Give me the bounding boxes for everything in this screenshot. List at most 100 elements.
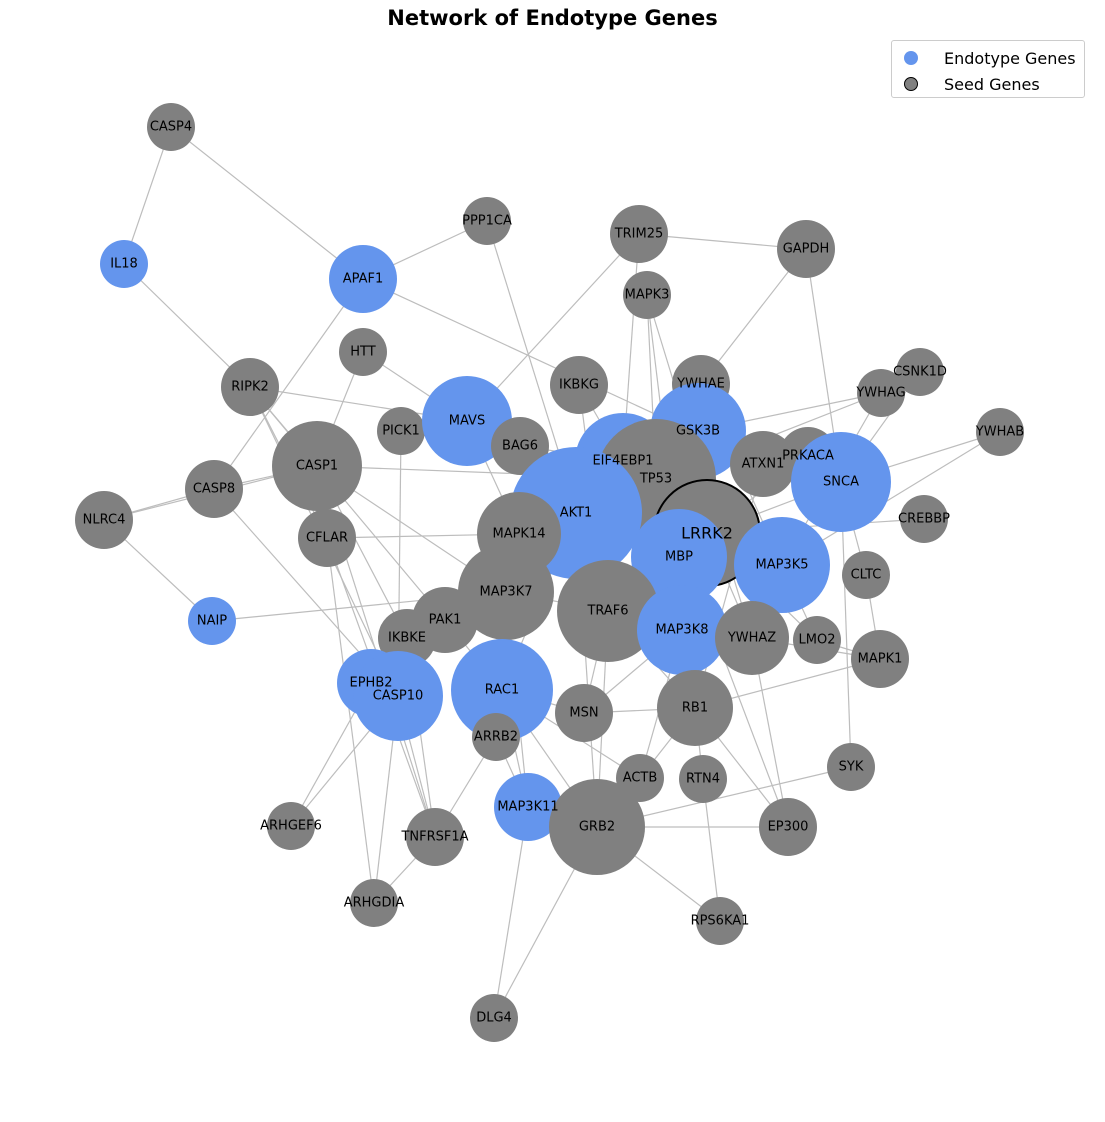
node-circle-rtn4[interactable] xyxy=(679,755,727,803)
node-circle-casp10[interactable] xyxy=(353,651,443,741)
node-circle-ywhab[interactable] xyxy=(976,408,1024,456)
node-circle-pick1[interactable] xyxy=(377,407,425,455)
node-circle-lmo2[interactable] xyxy=(793,616,841,664)
node-casp1[interactable] xyxy=(272,421,362,511)
node-circle-map3k8[interactable] xyxy=(637,585,727,675)
node-circle-crebbp[interactable] xyxy=(900,495,948,543)
node-dlg4[interactable] xyxy=(470,994,518,1042)
node-map3k5[interactable] xyxy=(734,517,830,613)
node-circle-cltc[interactable] xyxy=(842,551,890,599)
node-circle-snca[interactable] xyxy=(791,432,891,532)
node-circle-rps6ka1[interactable] xyxy=(696,897,744,945)
node-circle-syk[interactable] xyxy=(827,743,875,791)
node-circle-csnk1d[interactable] xyxy=(896,348,944,396)
node-rac1[interactable] xyxy=(451,639,553,741)
node-ppp1ca[interactable] xyxy=(463,197,511,245)
node-tnfrsf1a[interactable] xyxy=(406,808,464,866)
node-casp10[interactable] xyxy=(353,651,443,741)
node-circle-msn[interactable] xyxy=(555,684,613,742)
node-mavs[interactable] xyxy=(422,376,512,466)
node-circle-il18[interactable] xyxy=(100,240,148,288)
node-circle-arhgdia[interactable] xyxy=(350,879,398,927)
node-rb1[interactable] xyxy=(657,670,733,746)
node-circle-casp1[interactable] xyxy=(272,421,362,511)
node-htt[interactable] xyxy=(339,328,387,376)
node-circle-atxn1[interactable] xyxy=(730,431,796,497)
node-circle-ywhaz[interactable] xyxy=(715,601,789,675)
node-circle-apaf1[interactable] xyxy=(329,245,397,313)
node-cltc[interactable] xyxy=(842,551,890,599)
node-circle-map3k11[interactable] xyxy=(494,773,562,841)
node-naip[interactable] xyxy=(188,597,236,645)
node-apaf1[interactable] xyxy=(329,245,397,313)
node-map3k8[interactable] xyxy=(637,585,727,675)
node-circle-ep300[interactable] xyxy=(759,798,817,856)
node-circle-ywhag[interactable] xyxy=(857,369,905,417)
node-nlrc4[interactable] xyxy=(75,491,133,549)
node-mapk3[interactable] xyxy=(623,271,671,319)
node-circle-rb1[interactable] xyxy=(657,670,733,746)
node-traf6[interactable] xyxy=(557,560,659,662)
node-arhgdia[interactable] xyxy=(350,879,398,927)
node-casp8[interactable] xyxy=(185,460,243,518)
node-circle-map3k7[interactable] xyxy=(458,544,554,640)
node-mbp[interactable] xyxy=(631,509,727,605)
node-bag6[interactable] xyxy=(491,417,549,475)
node-lmo2[interactable] xyxy=(793,616,841,664)
node-circle-arrb2[interactable] xyxy=(472,713,520,761)
node-label-mavs: MAVS xyxy=(449,414,485,429)
node-ep300[interactable] xyxy=(759,798,817,856)
node-ywhag[interactable] xyxy=(857,369,905,417)
node-cflar[interactable] xyxy=(298,509,356,567)
node-trim25[interactable] xyxy=(610,205,668,263)
node-circle-naip[interactable] xyxy=(188,597,236,645)
node-ikbkg[interactable] xyxy=(550,356,608,414)
node-arrb2[interactable] xyxy=(472,713,520,761)
node-map3k7[interactable] xyxy=(458,544,554,640)
node-arhgef6[interactable] xyxy=(267,802,315,850)
node-rps6ka1[interactable] xyxy=(696,897,744,945)
node-label-lmo2: LMO2 xyxy=(799,633,836,648)
node-pick1[interactable] xyxy=(377,407,425,455)
node-circle-map3k5[interactable] xyxy=(734,517,830,613)
node-gapdh[interactable] xyxy=(777,220,835,278)
node-snca[interactable] xyxy=(791,432,891,532)
node-circle-casp4[interactable] xyxy=(147,103,195,151)
node-circle-mbp[interactable] xyxy=(631,509,727,605)
node-mapk1[interactable] xyxy=(851,630,909,688)
node-syk[interactable] xyxy=(827,743,875,791)
node-csnk1d[interactable] xyxy=(896,348,944,396)
node-circle-ppp1ca[interactable] xyxy=(463,197,511,245)
node-circle-tnfrsf1a[interactable] xyxy=(406,808,464,866)
node-circle-nlrc4[interactable] xyxy=(75,491,133,549)
node-msn[interactable] xyxy=(555,684,613,742)
node-circle-actb[interactable] xyxy=(616,754,664,802)
node-circle-htt[interactable] xyxy=(339,328,387,376)
node-ywhab[interactable] xyxy=(976,408,1024,456)
node-circle-rac1[interactable] xyxy=(451,639,553,741)
node-ywhaz[interactable] xyxy=(715,601,789,675)
node-circle-mapk1[interactable] xyxy=(851,630,909,688)
node-casp4[interactable] xyxy=(147,103,195,151)
node-circle-casp8[interactable] xyxy=(185,460,243,518)
node-grb2[interactable] xyxy=(549,779,645,875)
node-circle-gapdh[interactable] xyxy=(777,220,835,278)
node-circle-ripk2[interactable] xyxy=(221,358,279,416)
node-circle-ikbkg[interactable] xyxy=(550,356,608,414)
node-actb[interactable] xyxy=(616,754,664,802)
node-circle-mavs[interactable] xyxy=(422,376,512,466)
node-circle-grb2[interactable] xyxy=(549,779,645,875)
node-circle-trim25[interactable] xyxy=(610,205,668,263)
node-ripk2[interactable] xyxy=(221,358,279,416)
node-rtn4[interactable] xyxy=(679,755,727,803)
node-circle-traf6[interactable] xyxy=(557,560,659,662)
node-atxn1[interactable] xyxy=(730,431,796,497)
node-circle-bag6[interactable] xyxy=(491,417,549,475)
node-crebbp[interactable] xyxy=(900,495,948,543)
node-circle-cflar[interactable] xyxy=(298,509,356,567)
node-il18[interactable] xyxy=(100,240,148,288)
node-map3k11[interactable] xyxy=(494,773,562,841)
node-circle-dlg4[interactable] xyxy=(470,994,518,1042)
node-circle-mapk3[interactable] xyxy=(623,271,671,319)
node-circle-arhgef6[interactable] xyxy=(267,802,315,850)
